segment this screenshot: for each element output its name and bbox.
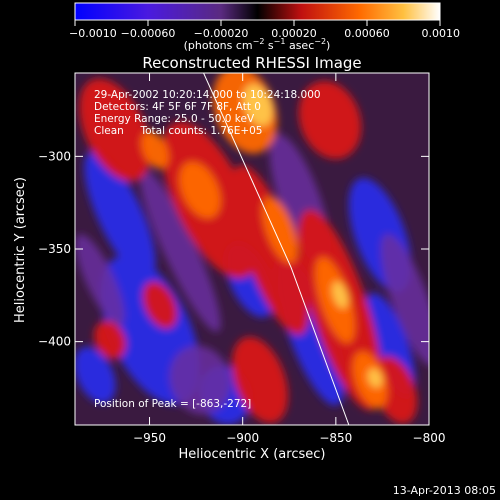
colorbar-unit-label: (photons cm−2 s−1 asec−2): [184, 37, 331, 52]
colorbar-tick-label: 0.00060: [344, 27, 390, 40]
annotation-time-range: 29-Apr-2002 10:20:14.000 to 10:24:18.000: [94, 89, 321, 101]
colorbar-tick-label: −0.0010: [69, 27, 117, 40]
colorbar-tick-label: 0.00020: [271, 27, 317, 40]
footer-timestamp: 13-Apr-2013 08:05: [393, 484, 496, 497]
y-tick-label: −400: [38, 335, 71, 349]
y-tick-label: −350: [38, 242, 71, 256]
y-axis-label: Heliocentric Y (arcsec): [13, 177, 28, 323]
x-axis-ticks: −950 −900 −850 −800: [133, 73, 445, 445]
colorbar-gradient: [74, 2, 441, 21]
annotation-counts: Clean Total counts: 1.76E+05: [94, 125, 263, 137]
y-axis-ticks: −300 −350 −400: [38, 149, 429, 349]
y-tick-label: −300: [38, 149, 71, 163]
solar-limb-line: [203, 73, 350, 425]
colorbar: −0.0010 −0.00060 −0.00020 0.00020 0.00060 0.0…: [69, 2, 460, 52]
colorbar-tick-label: −0.00020: [194, 27, 249, 40]
x-tick-label: −950: [133, 431, 166, 445]
annotation-energy: Energy Range: 25.0 - 50.0 keV: [94, 113, 255, 125]
colorbar-tick-label: −0.00060: [121, 27, 176, 40]
annotation-block: 29-Apr-2002 10:20:14.000 to 10:24:18.000…: [94, 89, 321, 137]
colorbar-ticks: −0.0010 −0.00060 −0.00020 0.00020 0.00060 0.0…: [69, 20, 460, 40]
annotation-detectors: Detectors: 4F 5F 6F 7F 8F, Att 0: [94, 101, 261, 113]
x-tick-label: −800: [413, 431, 446, 445]
x-tick-label: −850: [319, 431, 352, 445]
peak-position-label: Position of Peak = [-863,-272]: [94, 398, 251, 410]
x-tick-label: −900: [226, 431, 259, 445]
colorbar-tick-label: 0.0010: [422, 27, 461, 40]
chart-title: Reconstructed RHESSI Image: [142, 54, 361, 72]
x-axis-label: Heliocentric X (arcsec): [179, 447, 326, 462]
image-heatmap: [75, 73, 429, 425]
